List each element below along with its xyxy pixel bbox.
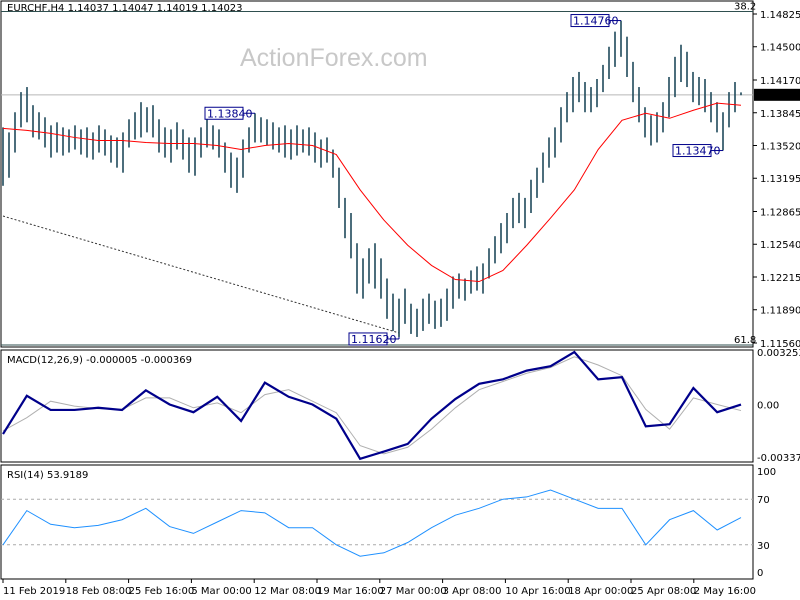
annotation-label: 1.13470 (675, 145, 721, 158)
annotation-label: 1.13840 (207, 107, 253, 120)
date-tick-label: 27 Mar 00:00 (380, 586, 447, 597)
rsi-tick-label: 100 (757, 467, 776, 478)
price-tick-label: 1.12865 (760, 208, 800, 219)
annotation-box (570, 14, 610, 28)
date-tick-label: 2 May 16:00 (694, 586, 756, 597)
annotation-box (204, 106, 244, 120)
date-tick-label: 18 Apr 00:00 (568, 586, 633, 597)
trendline (2, 215, 400, 334)
macd-title: MACD(12,26,9) -0.000005 -0.000369 (7, 355, 192, 366)
macd-panel (0, 349, 754, 463)
rsi-line (2, 489, 742, 557)
watermark: ActionForex.com (240, 44, 428, 72)
macd-signal-line (2, 356, 742, 455)
fib-label: 61.8 (734, 335, 756, 346)
macd-line (2, 350, 742, 461)
price-tick-label: 1.13195 (760, 174, 800, 185)
macd-tick-label: 0.00 (757, 401, 779, 412)
rsi-panel (0, 464, 754, 580)
rsi-title: RSI(14) 53.9189 (7, 470, 88, 481)
symbol-info: EURCHF,H4 1.14037 1.14047 1.14019 1.1402… (7, 3, 243, 14)
macd-tick-label: -0.003373 (757, 453, 800, 464)
current-price-tag (754, 88, 800, 101)
date-tick-label: 25 Apr 08:00 (631, 586, 696, 597)
date-tick-label: 10 Apr 16:00 (505, 586, 570, 597)
annotation-box (348, 332, 388, 346)
rsi-lines (1, 489, 753, 557)
fib-label: 38.2 (734, 1, 756, 12)
price-tick-label: 1.14825 (760, 10, 800, 21)
macd-lines (2, 350, 742, 461)
axes: 1.14825 1.14500 1.14170 1.13845 1.13520 1.131… (2, 10, 800, 597)
price-tick-label: 1.14170 (760, 76, 800, 87)
current-price-label: 1.14023 (760, 91, 800, 102)
date-tick-label: 3 Apr 08:00 (443, 586, 502, 597)
date-tick-label: 25 Feb 16:00 (129, 586, 195, 597)
moving-average-line (2, 102, 742, 283)
rsi-tick-label: 70 (757, 495, 770, 506)
rsi-tick-label: 30 (757, 541, 770, 552)
annotation-box (672, 144, 712, 158)
price-tick-label: 1.14500 (760, 43, 800, 54)
price-bars: 38.2 61.8 1.14760 1.13840 1.11620 1.13470 (1, 1, 756, 346)
macd-tick-label: 0.003253 (757, 348, 800, 359)
price-tick-label: 1.13845 (760, 109, 800, 120)
date-tick-label: 18 Feb 08:00 (66, 586, 132, 597)
date-tick-label: 11 Feb 2019 (3, 586, 65, 597)
price-tick-label: 1.12540 (760, 240, 800, 251)
price-tick-label: 1.11890 (760, 306, 800, 317)
price-tick-label: 1.12215 (760, 273, 800, 284)
price-tick-label: 1.13520 (760, 141, 800, 152)
date-tick-label: 12 Mar 08:00 (254, 586, 321, 597)
annotation-label: 1.11620 (351, 333, 397, 346)
rsi-tick-label: 0 (757, 568, 763, 579)
price-tick-label: 1.11560 (760, 339, 800, 350)
annotation-label: 1.14760 (573, 15, 619, 28)
date-tick-label: 5 Mar 00:00 (191, 586, 251, 597)
price-panel (0, 0, 754, 348)
date-tick-label: 19 Mar 16:00 (317, 586, 384, 597)
